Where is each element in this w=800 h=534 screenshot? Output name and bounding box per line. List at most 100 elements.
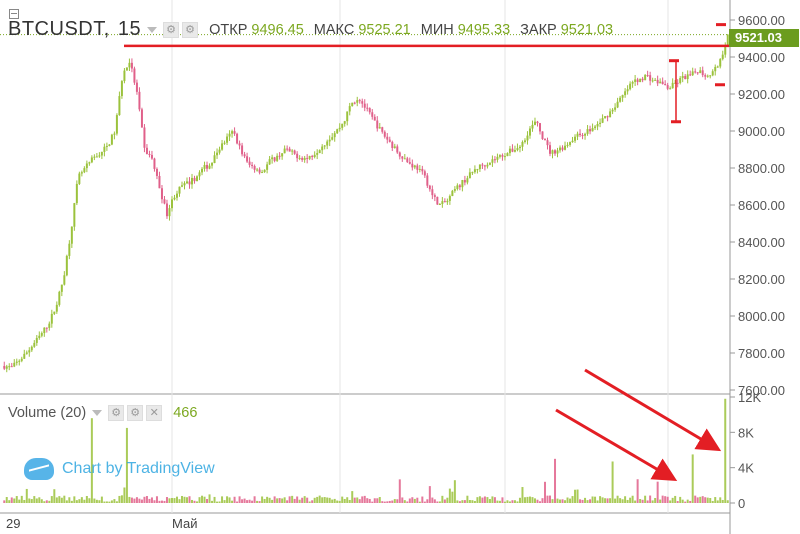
candle-body [198,172,201,177]
candle-body [498,155,501,157]
volume-bar [614,498,617,503]
candle-body [298,158,301,160]
candle-body [168,208,171,217]
candle-body [461,180,464,188]
volume-bar [266,496,269,503]
candle-body [271,157,274,160]
volume-bar [506,500,509,503]
price-axis-tick-label: 9600.00 [738,13,785,28]
volume-bar [118,495,121,503]
candle-body [373,116,376,121]
candle-body [323,145,326,147]
candle-body [221,143,224,150]
symbol-label[interactable]: BTCUSDT, 15 [8,18,142,40]
volume-bar [609,498,612,503]
candle-body [699,70,702,74]
volume-bar [518,497,521,503]
volume-bar [105,501,108,503]
volume-bar [541,498,544,503]
volume-bar [579,499,582,503]
volume-bar [606,498,609,503]
volume-bar [40,499,43,503]
candle-body [15,361,18,363]
volume-bar [724,398,727,503]
candle-body [148,153,151,155]
volume-bar [123,487,126,503]
candle-body [378,127,381,129]
volume-header: Volume (20) ⚙ ⚙ ✕ 466 [8,405,197,421]
settings-icon[interactable]: ⚙ [163,21,180,38]
candle-body [704,75,707,77]
volume-bar [30,499,33,503]
candle-body [413,165,416,168]
candle-body [73,203,76,227]
candle-body [448,196,451,201]
candle-body [686,74,689,80]
candle-body [241,145,244,155]
volume-bar [448,488,451,503]
chevron-down-icon[interactable] [147,26,158,33]
candle-body [303,157,306,160]
volume-bar [644,495,647,503]
volume-bar [273,496,276,503]
candle-body [130,62,133,69]
candle-body [411,163,414,168]
volume-bar [98,500,101,503]
candle-body [441,201,444,205]
candle-body [596,123,599,127]
volume-bar [208,494,211,503]
volume-bar [531,497,534,503]
settings-icon[interactable]: ⚙ [108,405,125,421]
volume-title[interactable]: Volume (20) [8,405,87,421]
volume-bar [311,500,314,503]
candle-body [53,311,56,314]
volume-bar [188,496,191,503]
candle-body [363,103,366,108]
volume-bar [386,501,389,503]
candle-body [231,131,234,134]
gear-icon[interactable]: ⚙ [127,405,144,421]
candle-body [559,147,562,151]
open-label: ОТКР [209,21,248,38]
volume-bar [211,500,214,503]
volume-bar [373,498,376,503]
close-icon[interactable]: ✕ [146,405,163,421]
candle-body [293,150,296,154]
candle-body [488,162,491,165]
volume-bar [68,497,71,503]
candle-body [286,148,289,150]
volume-bar [631,495,634,503]
candle-body [70,226,73,244]
volume-bar [353,497,356,503]
volume-bar [248,499,251,503]
volume-bar [538,501,541,503]
volume-bar [143,496,146,503]
gear-icon[interactable]: ⚙ [182,21,199,38]
volume-bar [135,497,138,503]
candle-body [463,180,466,183]
price-axis-tick-label: 9000.00 [738,124,785,139]
candle-body [569,142,572,145]
volume-bar [35,498,38,503]
candle-body [436,196,439,205]
volume-bar [431,497,434,503]
volume-bar [213,496,216,503]
volume-bar [65,500,68,503]
candle-body [451,190,454,197]
chevron-down-icon[interactable] [92,410,103,416]
candle-body [701,70,704,76]
candle-body [135,82,138,92]
volume-bar [463,500,466,503]
candle-body [13,362,16,367]
candle-body [208,165,211,169]
candle-body [714,66,717,72]
candle-body [654,79,657,81]
volume-bar [25,488,28,503]
candle-body [288,148,291,152]
volume-bar [616,495,619,503]
high-value: 9525.21 [358,21,411,38]
candle-body [453,188,456,191]
candle-body [551,150,554,154]
volume-bar [148,498,151,503]
collapse-icon[interactable] [9,9,19,19]
